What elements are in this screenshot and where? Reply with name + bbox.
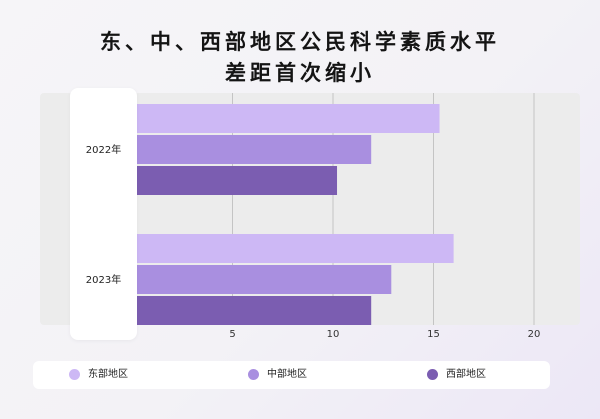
chart-title-line-1: 东、中、西部地区公民科学素质水平 (100, 30, 500, 54)
bar-east-1 (132, 234, 454, 263)
bar-central-1 (132, 265, 392, 294)
legend-label-east: 东部地区 (88, 369, 128, 380)
x-tick-label-10: 10 (327, 329, 340, 340)
legend: 东部地区 中部地区 西部地区 (33, 361, 550, 389)
x-tick-label-20: 20 (528, 329, 541, 340)
bar-east-0 (132, 104, 440, 133)
legend-swatch-east (69, 369, 80, 380)
bar-west-0 (132, 166, 338, 195)
x-tick-label-15: 15 (427, 329, 440, 340)
category-label-2023: 2023年 (85, 275, 122, 286)
bar-central-0 (132, 135, 372, 164)
category-label-2022: 2022年 (85, 145, 122, 156)
legend-label-west: 西部地区 (446, 369, 486, 380)
category-label-card (70, 88, 137, 340)
legend-label-central: 中部地区 (267, 369, 307, 380)
bar-west-1 (132, 296, 372, 325)
bars (132, 104, 454, 325)
legend-swatch-west (427, 369, 438, 380)
chart-title: 东、中、西部地区公民科学素质水平 差距首次缩小 (0, 27, 600, 89)
legend-swatch-central (248, 369, 259, 380)
x-axis-ticks: 5 10 15 20 (229, 329, 540, 340)
x-tick-label-5: 5 (229, 329, 235, 340)
chart-title-line-2: 差距首次缩小 (225, 61, 375, 85)
